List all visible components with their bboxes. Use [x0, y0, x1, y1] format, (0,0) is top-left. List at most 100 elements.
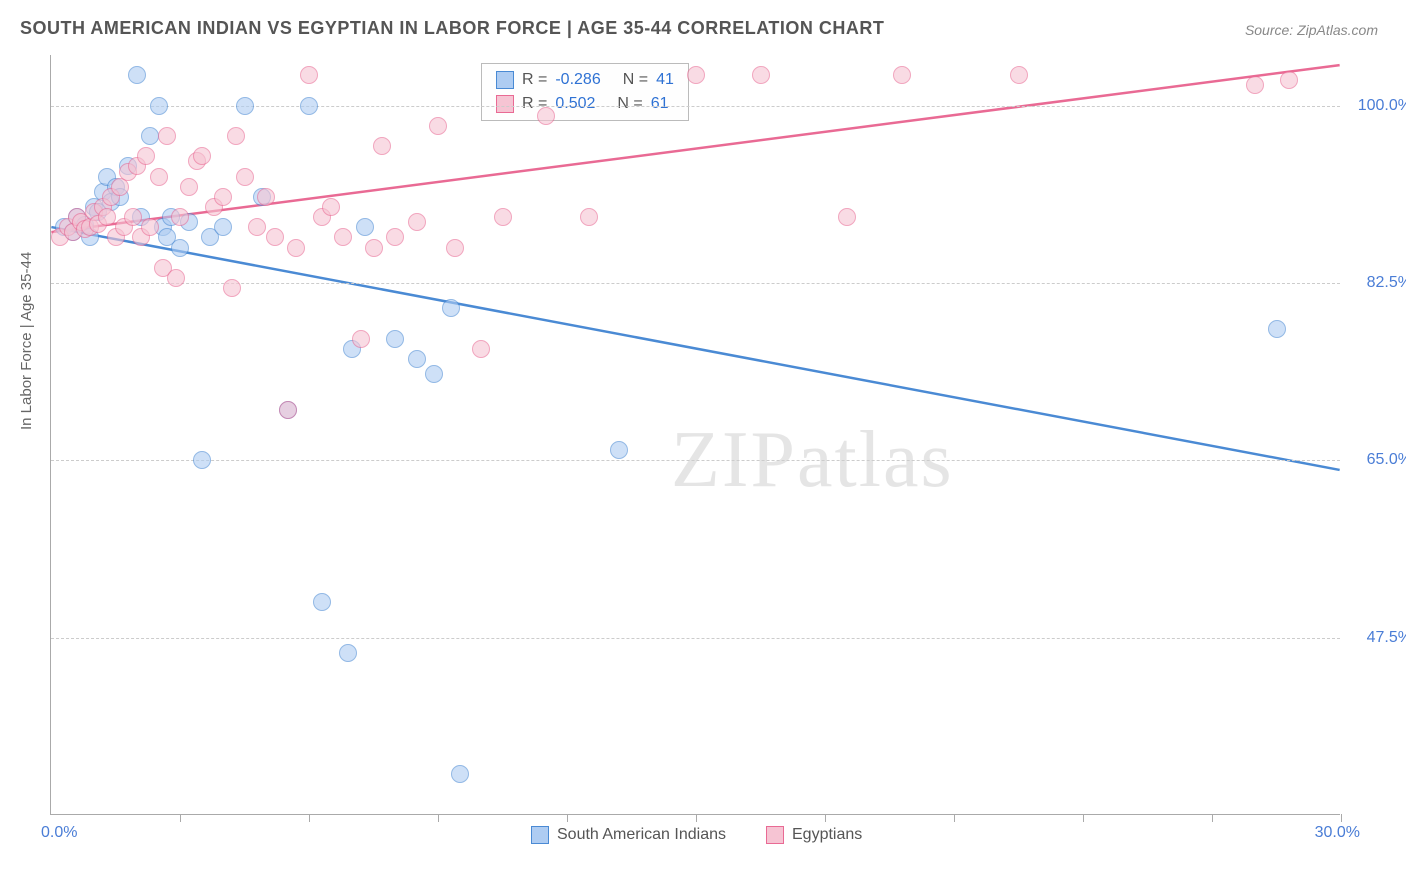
data-point [1246, 76, 1264, 94]
data-point [356, 218, 374, 236]
data-point [141, 218, 159, 236]
x-axis-min-label: 0.0% [41, 824, 77, 842]
legend-item: Egyptians [766, 826, 862, 844]
data-point [429, 117, 447, 135]
stats-legend-box: R = -0.286 N = 41R = 0.502 N = 61 [481, 63, 689, 121]
y-tick-label: 47.5% [1348, 629, 1406, 647]
gridline-h [51, 460, 1340, 461]
data-point [352, 330, 370, 348]
x-tick [1083, 814, 1084, 822]
y-tick-label: 100.0% [1348, 97, 1406, 115]
data-point [893, 66, 911, 84]
data-point [248, 218, 266, 236]
series-legend: South American Indians Egyptians [531, 826, 862, 844]
data-point [752, 66, 770, 84]
data-point [386, 330, 404, 348]
data-point [227, 127, 245, 145]
data-point [334, 228, 352, 246]
data-point [838, 208, 856, 226]
legend-swatch [496, 71, 514, 89]
legend-swatch [531, 826, 549, 844]
data-point [158, 127, 176, 145]
data-point [214, 188, 232, 206]
data-point [167, 269, 185, 287]
data-point [446, 239, 464, 257]
x-tick [180, 814, 181, 822]
data-point [442, 299, 460, 317]
data-point [365, 239, 383, 257]
data-point [408, 350, 426, 368]
legend-label: South American Indians [557, 826, 726, 844]
data-point [687, 66, 705, 84]
x-axis-max-label: 30.0% [1315, 824, 1360, 842]
x-tick [696, 814, 697, 822]
data-point [386, 228, 404, 246]
data-point [193, 147, 211, 165]
stat-r-value: 0.502 [555, 92, 595, 116]
x-tick [954, 814, 955, 822]
data-point [214, 218, 232, 236]
data-point [580, 208, 598, 226]
data-point [451, 765, 469, 783]
x-tick [825, 814, 826, 822]
data-point [236, 97, 254, 115]
data-point [180, 178, 198, 196]
data-point [150, 97, 168, 115]
data-point [257, 188, 275, 206]
stat-n-label: N = [617, 92, 642, 116]
data-point [472, 340, 490, 358]
data-point [1280, 71, 1298, 89]
data-point [137, 147, 155, 165]
stat-n-value: 41 [656, 68, 674, 92]
data-point [266, 228, 284, 246]
data-point [313, 593, 331, 611]
x-tick [567, 814, 568, 822]
x-tick [1212, 814, 1213, 822]
stat-n-value: 61 [651, 92, 669, 116]
data-point [171, 208, 189, 226]
data-point [124, 208, 142, 226]
source-label: Source: ZipAtlas.com [1245, 22, 1378, 38]
data-point [171, 239, 189, 257]
legend-item: South American Indians [531, 826, 726, 844]
y-axis-label: In Labor Force | Age 35-44 [18, 252, 35, 430]
data-point [494, 208, 512, 226]
data-point [373, 137, 391, 155]
data-point [287, 239, 305, 257]
x-tick [1341, 814, 1342, 822]
data-point [236, 168, 254, 186]
data-point [300, 97, 318, 115]
stat-r-value: -0.286 [555, 68, 600, 92]
data-point [300, 66, 318, 84]
data-point [1010, 66, 1028, 84]
data-point [150, 168, 168, 186]
data-point [279, 401, 297, 419]
data-point [128, 66, 146, 84]
plot-area: ZIPatlas R = -0.286N = 41R = 0.502N = 61… [50, 55, 1340, 815]
y-tick-label: 65.0% [1348, 451, 1406, 469]
x-tick [309, 814, 310, 822]
x-tick [438, 814, 439, 822]
stat-r-label: R = [522, 68, 547, 92]
legend-label: Egyptians [792, 826, 862, 844]
data-point [141, 127, 159, 145]
data-point [537, 107, 555, 125]
y-tick-label: 82.5% [1348, 274, 1406, 292]
data-point [408, 213, 426, 231]
data-point [193, 451, 211, 469]
stats-legend-row: R = 0.502N = 61 [496, 92, 674, 116]
trend-line [51, 65, 1339, 232]
gridline-h [51, 283, 1340, 284]
data-point [223, 279, 241, 297]
stats-legend-row: R = -0.286 N = 41 [496, 68, 674, 92]
data-point [322, 198, 340, 216]
stat-n-label: N = [623, 68, 648, 92]
data-point [98, 208, 116, 226]
data-point [1268, 320, 1286, 338]
chart-title: SOUTH AMERICAN INDIAN VS EGYPTIAN IN LAB… [20, 18, 884, 39]
data-point [425, 365, 443, 383]
legend-swatch [496, 95, 514, 113]
legend-swatch [766, 826, 784, 844]
gridline-h [51, 638, 1340, 639]
data-point [610, 441, 628, 459]
